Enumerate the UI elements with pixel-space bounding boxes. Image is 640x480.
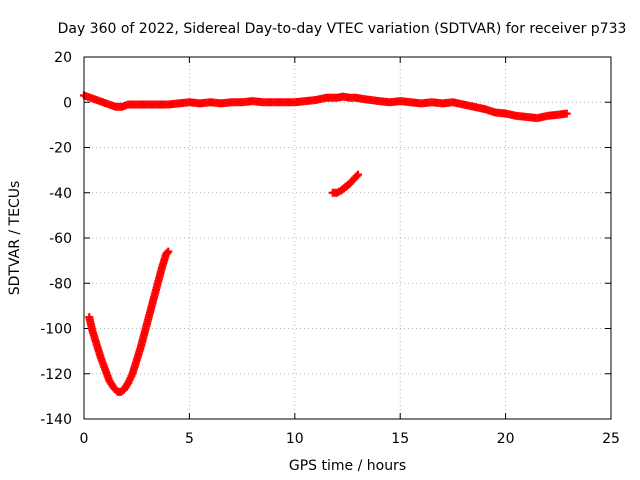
plot-frame — [83, 56, 612, 420]
x-tick-label: 10 — [286, 431, 304, 447]
data-point — [352, 172, 361, 181]
y-tick-label: -40 — [49, 186, 72, 202]
y-tick-label: 20 — [54, 50, 72, 66]
y-axis-label: SDTVAR / TECUs — [7, 181, 23, 296]
x-tick-label: 25 — [602, 431, 620, 447]
y-tick-label: 0 — [63, 95, 72, 111]
data-point — [164, 247, 173, 256]
x-tick-label: 0 — [80, 431, 89, 447]
y-tick-label: -20 — [49, 141, 72, 157]
data-points — [80, 91, 571, 396]
y-tick-label: -80 — [49, 276, 72, 292]
chart-title: Day 360 of 2022, Sidereal Day-to-day VTE… — [58, 21, 627, 37]
y-tick-label: -100 — [40, 322, 72, 338]
x-tick-label: 15 — [391, 431, 409, 447]
x-tick-label: 20 — [497, 431, 515, 447]
data-point — [562, 109, 571, 118]
x-axis-label: GPS time / hours — [289, 458, 406, 474]
y-tick-label: -60 — [49, 231, 72, 247]
grid-lines — [84, 57, 611, 419]
x-tick-label: 5 — [185, 431, 194, 447]
y-tick-label: -140 — [40, 412, 72, 428]
data-point — [354, 170, 363, 179]
y-tick-label: -120 — [40, 367, 72, 383]
